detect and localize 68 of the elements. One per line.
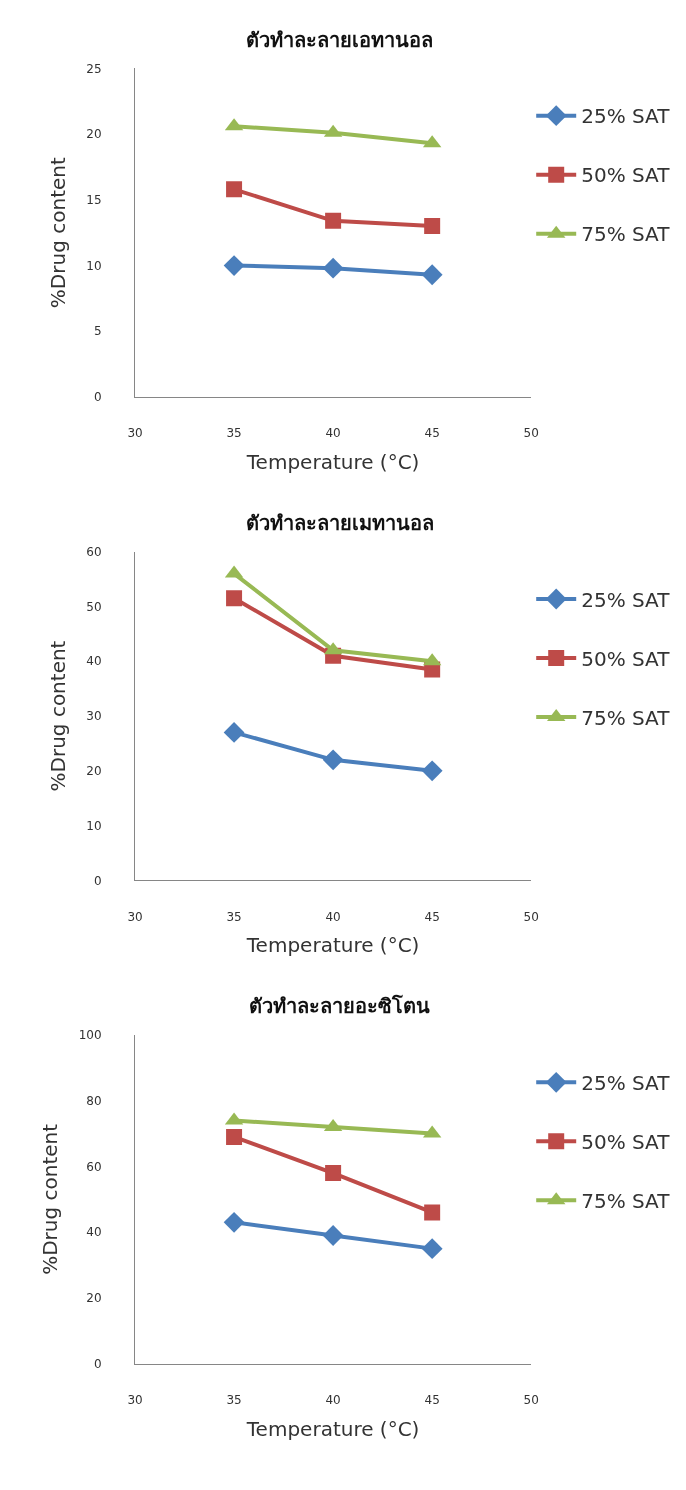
point [325,1165,342,1182]
point [322,749,344,771]
x-tick-label: 30 [127,426,143,441]
y-tick-label: 0 [93,873,102,888]
legend-label: 25% SAT [581,104,671,129]
point [421,760,443,782]
point [226,590,243,607]
y-tick-label: 20 [86,763,102,778]
y-tick-label: 0 [93,1356,102,1371]
x-axis-title: Temperature (°C) [245,933,420,958]
x-tick-label: 50 [523,1393,539,1408]
y-tick-label: 60 [86,544,102,559]
y-tick-label: 10 [86,818,102,833]
y-tick-label: 10 [86,258,102,273]
point [223,722,245,743]
point [223,255,245,276]
point [226,181,243,198]
y-axis-title: %Drug content [45,157,70,309]
y-axis-title: %Drug content [45,640,70,792]
point [421,1238,443,1260]
x-tick-label: 40 [325,1393,341,1408]
x-tick-label: 50 [523,426,539,441]
x-tick-label: 45 [424,426,440,441]
y-tick-label: 60 [86,1159,102,1174]
x-tick-label: 35 [226,426,242,441]
y-tick-label: 5 [93,324,102,339]
x-tick-label: 45 [424,909,440,924]
legend-label: 50% SAT [581,646,671,671]
point [421,264,443,286]
x-tick-label: 50 [523,909,539,924]
chart-title: ตัวทำละลายเมทานอล [246,511,434,535]
x-axis-title: Temperature (°C) [245,1416,420,1441]
y-tick-label: 100 [78,1028,102,1043]
y-tick-label: 30 [86,709,102,724]
x-tick-label: 45 [424,1393,440,1408]
x-tick-label: 30 [127,1393,143,1408]
y-tick-label: 50 [86,599,102,614]
y-tick-label: 25 [86,61,102,76]
point [424,218,441,235]
x-tick-label: 35 [226,1393,242,1408]
x-tick-label: 40 [325,426,341,441]
legend-label: 25% SAT [581,1071,671,1096]
y-axis-title: %Drug content [38,1123,63,1275]
y-tick-label: 40 [86,1225,102,1240]
y-tick-label: 80 [86,1093,102,1108]
chart-title: ตัวทำละลายอะซิโตน [249,994,430,1018]
y-tick-label: 20 [86,127,102,142]
point [322,257,344,279]
x-tick-label: 30 [127,909,143,924]
x-axis-title: Temperature (°C) [245,449,420,474]
legend-label: 25% SAT [581,587,671,612]
y-tick-label: 40 [86,654,102,669]
point [226,1128,243,1145]
legend-label: 75% SAT [581,222,671,247]
legend-label: 75% SAT [581,1189,671,1214]
y-tick-label: 0 [93,390,102,405]
chart-title: ตัวทำละลายเอทานอล [246,28,433,52]
point [325,212,342,229]
y-tick-label: 20 [86,1291,102,1306]
x-tick-label: 35 [226,909,242,924]
point [322,1225,344,1246]
y-tick-label: 15 [86,193,102,207]
legend-label: 50% SAT [581,163,671,188]
point [424,1204,441,1221]
point [223,1211,245,1233]
legend-label: 50% SAT [581,1130,671,1155]
legend-label: 75% SAT [581,705,671,730]
x-tick-label: 40 [325,909,341,924]
